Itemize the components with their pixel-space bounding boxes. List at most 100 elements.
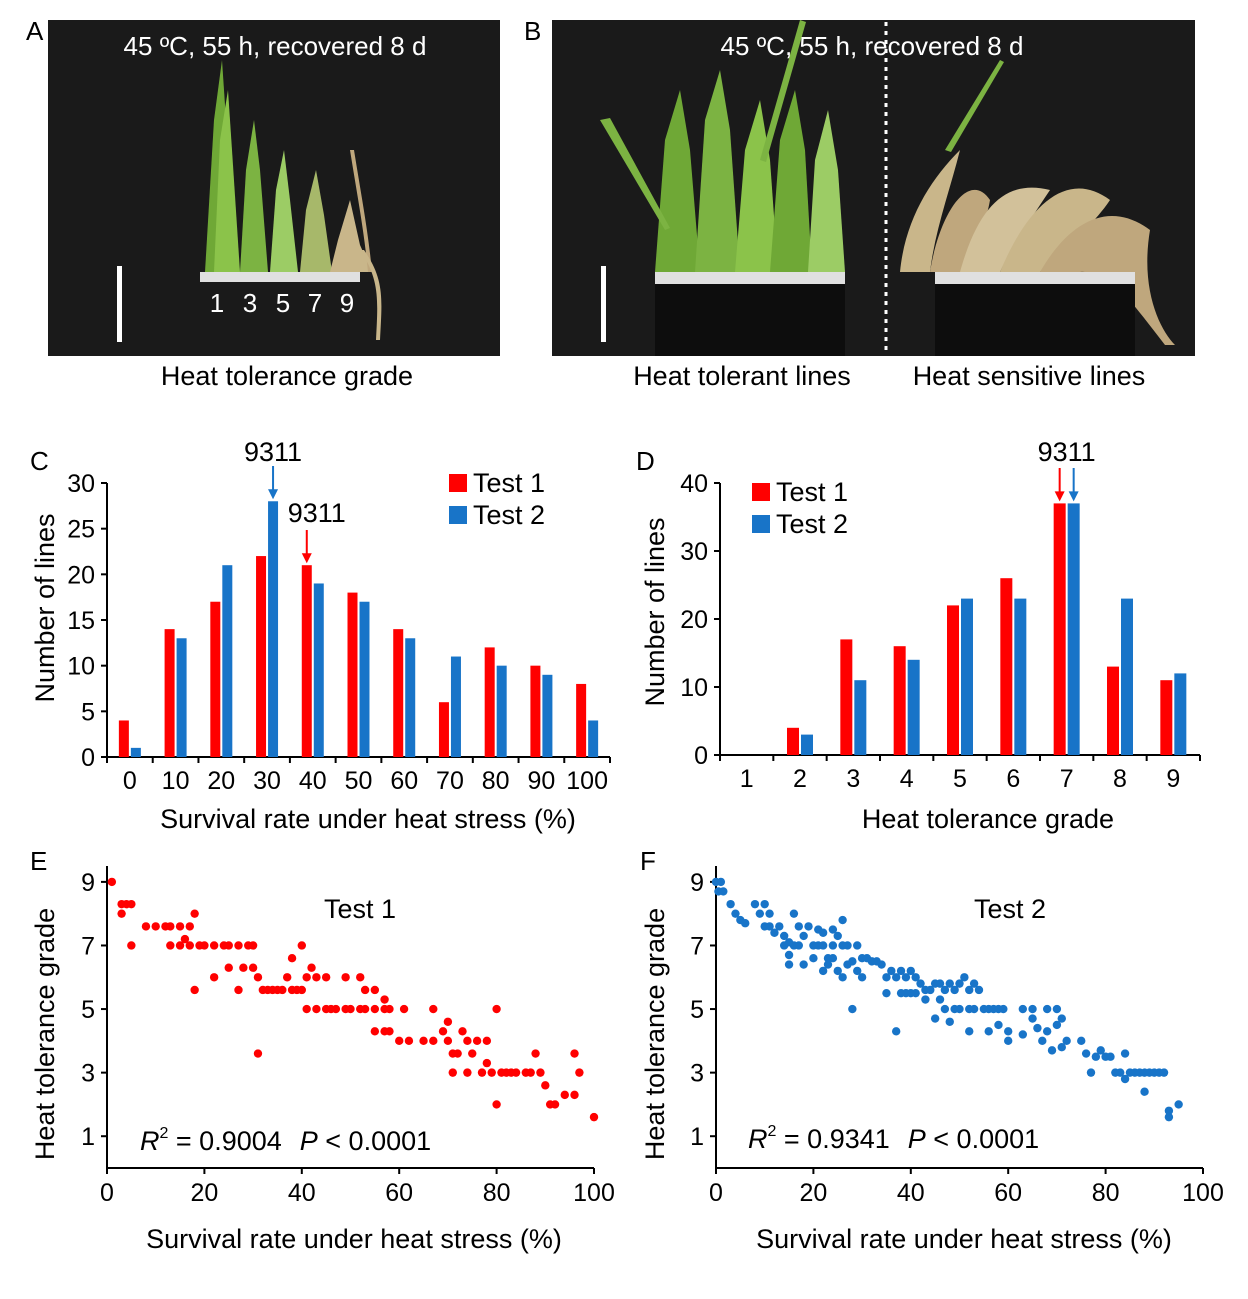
panel-f-point [789,909,799,918]
panel-f-point [853,941,862,950]
panel-f-stats: R2 = 0.9341 P < 0.0001 [748,1123,1039,1154]
panel-a-grade-1: 1 [210,288,224,318]
panel-f-point [921,995,930,1004]
panel-c-xtick-label: 50 [345,767,373,795]
panel-f-point [955,979,964,988]
panel-a-xlabel: Heat tolerance grade [161,361,413,391]
panel-f-point [984,1027,993,1036]
panel-f-point [750,899,760,909]
panel-f-point [945,1017,954,1026]
panel-e-point [209,941,219,950]
panel-d-xtick-label: 6 [1006,765,1020,793]
panel-e-point [307,963,316,972]
panel-e-point [185,941,194,950]
panel-f-point [1018,1004,1028,1014]
panel-d-bar-test1 [1053,503,1066,755]
panel-c-bar-test1 [301,565,312,757]
panel-f-point [1120,1074,1130,1084]
panel-a-plants [205,60,382,340]
panel-c-xtick-label: 40 [299,767,327,795]
panel-f-point [877,960,886,969]
panel-c-bar-test2 [176,638,187,757]
panel-e-point [511,1068,521,1077]
panel-f-point [818,941,828,950]
panel-f-point [828,941,838,950]
panel-c-bar-test1 [484,647,495,757]
panel-f-point [716,877,726,887]
panel-f-point [760,899,769,909]
panel-c-legend-swatch [449,506,467,524]
panel-d-bar-test2 [961,598,973,755]
panel-f-point [896,966,906,976]
panel-f-point [1091,1052,1101,1061]
panel-b: B 45 ºC, 55 h, recovered 8 d Heat tolera… [524,16,1195,391]
panel-c-xtick-label: 60 [390,767,418,795]
panel-e-point [419,1036,428,1046]
panel-c-legend-swatch [449,474,467,492]
panel-e-r2-value: = 0.9004 [168,1126,281,1156]
panel-f-point [965,985,974,995]
panel-d-xtick-label: 7 [1060,765,1074,793]
panel-e-point [175,941,185,950]
panel-f-point [935,979,945,988]
panel-d-bar-test2 [1174,673,1187,755]
panel-f-point [935,995,945,1004]
panel-f-xtick-label: 20 [799,1179,827,1207]
panel-e-p-value: < 0.0001 [318,1126,431,1156]
panel-f-point [1028,1014,1037,1023]
panel-f-point [1120,1049,1130,1058]
panel-e-point [429,1004,438,1014]
panel-f-point [1004,1036,1013,1046]
panel-f-title: Test 2 [974,894,1046,924]
panel-f-point [945,979,954,988]
panel-d-xtick-label: 1 [740,765,754,793]
panel-f-point [1057,1043,1066,1052]
panel-d-bar-test1 [947,605,959,755]
panel-e-point [151,922,160,931]
panel-f-point [940,985,950,995]
panel-f-point [1047,1046,1057,1055]
panel-f-point [926,985,935,995]
panel-f-point [1086,1068,1096,1077]
panel-f-xtick-label: 0 [709,1179,723,1207]
panel-c-xtick-label: 0 [123,767,137,795]
panel-e-xtick-label: 100 [573,1179,615,1207]
panel-e-point [531,1049,540,1058]
panel-d-bar-test2 [854,680,867,755]
panel-d-bar-test2 [801,734,813,755]
panel-e-point [463,1036,472,1046]
panel-f-point [994,1020,1003,1030]
panel-f-p-value: < 0.0001 [926,1124,1039,1154]
panel-a-grade-9: 9 [340,288,354,318]
panel-e-point [282,973,292,982]
panel-c-ytick-label: 15 [67,607,95,635]
panel-b-tolerant-plants [600,20,845,272]
panel-e-point [190,985,199,995]
panel-d-xtick-label: 9 [1166,765,1180,793]
panel-f-point [1164,1112,1174,1122]
panel-f-point [1038,1036,1047,1046]
panel-e-xlabel: Survival rate under heat stress (%) [146,1224,562,1254]
panel-f-point [784,950,794,960]
panel-f-r2-exp: 2 [768,1123,777,1140]
panel-c-xtick-label: 70 [436,767,464,795]
panel-d-bar-test1 [787,727,799,755]
panel-f-point [1042,1027,1052,1036]
panel-f-point [887,966,896,976]
panel-f-point [999,1004,1008,1014]
panel-e-point [312,973,321,982]
panel-e-point [278,985,287,995]
panel-e-point [166,941,175,950]
panel-a-grade-3: 3 [243,288,257,318]
panel-b-sensitive-plants [900,60,1175,345]
panel-b-tolerant-tray [655,272,845,284]
panel-c-bar-test1 [164,629,175,757]
panel-e-point [575,1068,584,1077]
panel-e-point [297,985,306,995]
panel-c-ytick-label: 20 [67,561,95,589]
panel-f-point [799,960,808,969]
panel-e-point [468,1049,477,1058]
panel-f-point [1033,1023,1042,1033]
panel-f-point [969,1004,979,1014]
panel-d-bar-test1 [1107,666,1119,755]
